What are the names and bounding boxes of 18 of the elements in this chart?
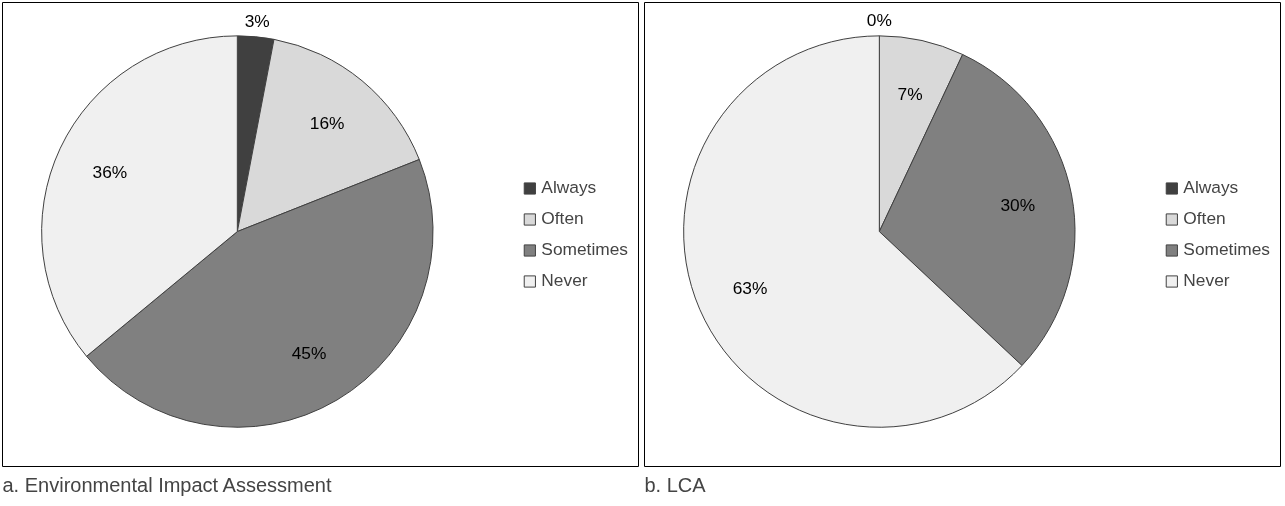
text: 0%: [866, 10, 892, 31]
data-label: 7%: [897, 84, 923, 104]
data-label: 16%: [309, 112, 345, 133]
data-label: 45%: [291, 342, 327, 363]
text: a. Environmental Impact Assessment: [2, 473, 332, 496]
legend-label: Sometimes: [541, 239, 628, 260]
text: b. LCA: [644, 473, 707, 496]
legend-label: Often: [541, 208, 584, 229]
legend-label: Sometimes: [1183, 239, 1270, 260]
data-label: 30%: [1000, 195, 1036, 216]
data-label: 63%: [732, 277, 768, 298]
legend-label: Always: [1183, 177, 1239, 198]
data-label: 36%: [92, 161, 128, 182]
legend-label: Always: [541, 177, 597, 198]
legend-label: Never: [1183, 270, 1230, 291]
data-label: 3%: [244, 11, 270, 32]
legend-label: Never: [541, 270, 588, 291]
legend-label: Often: [1183, 208, 1226, 229]
